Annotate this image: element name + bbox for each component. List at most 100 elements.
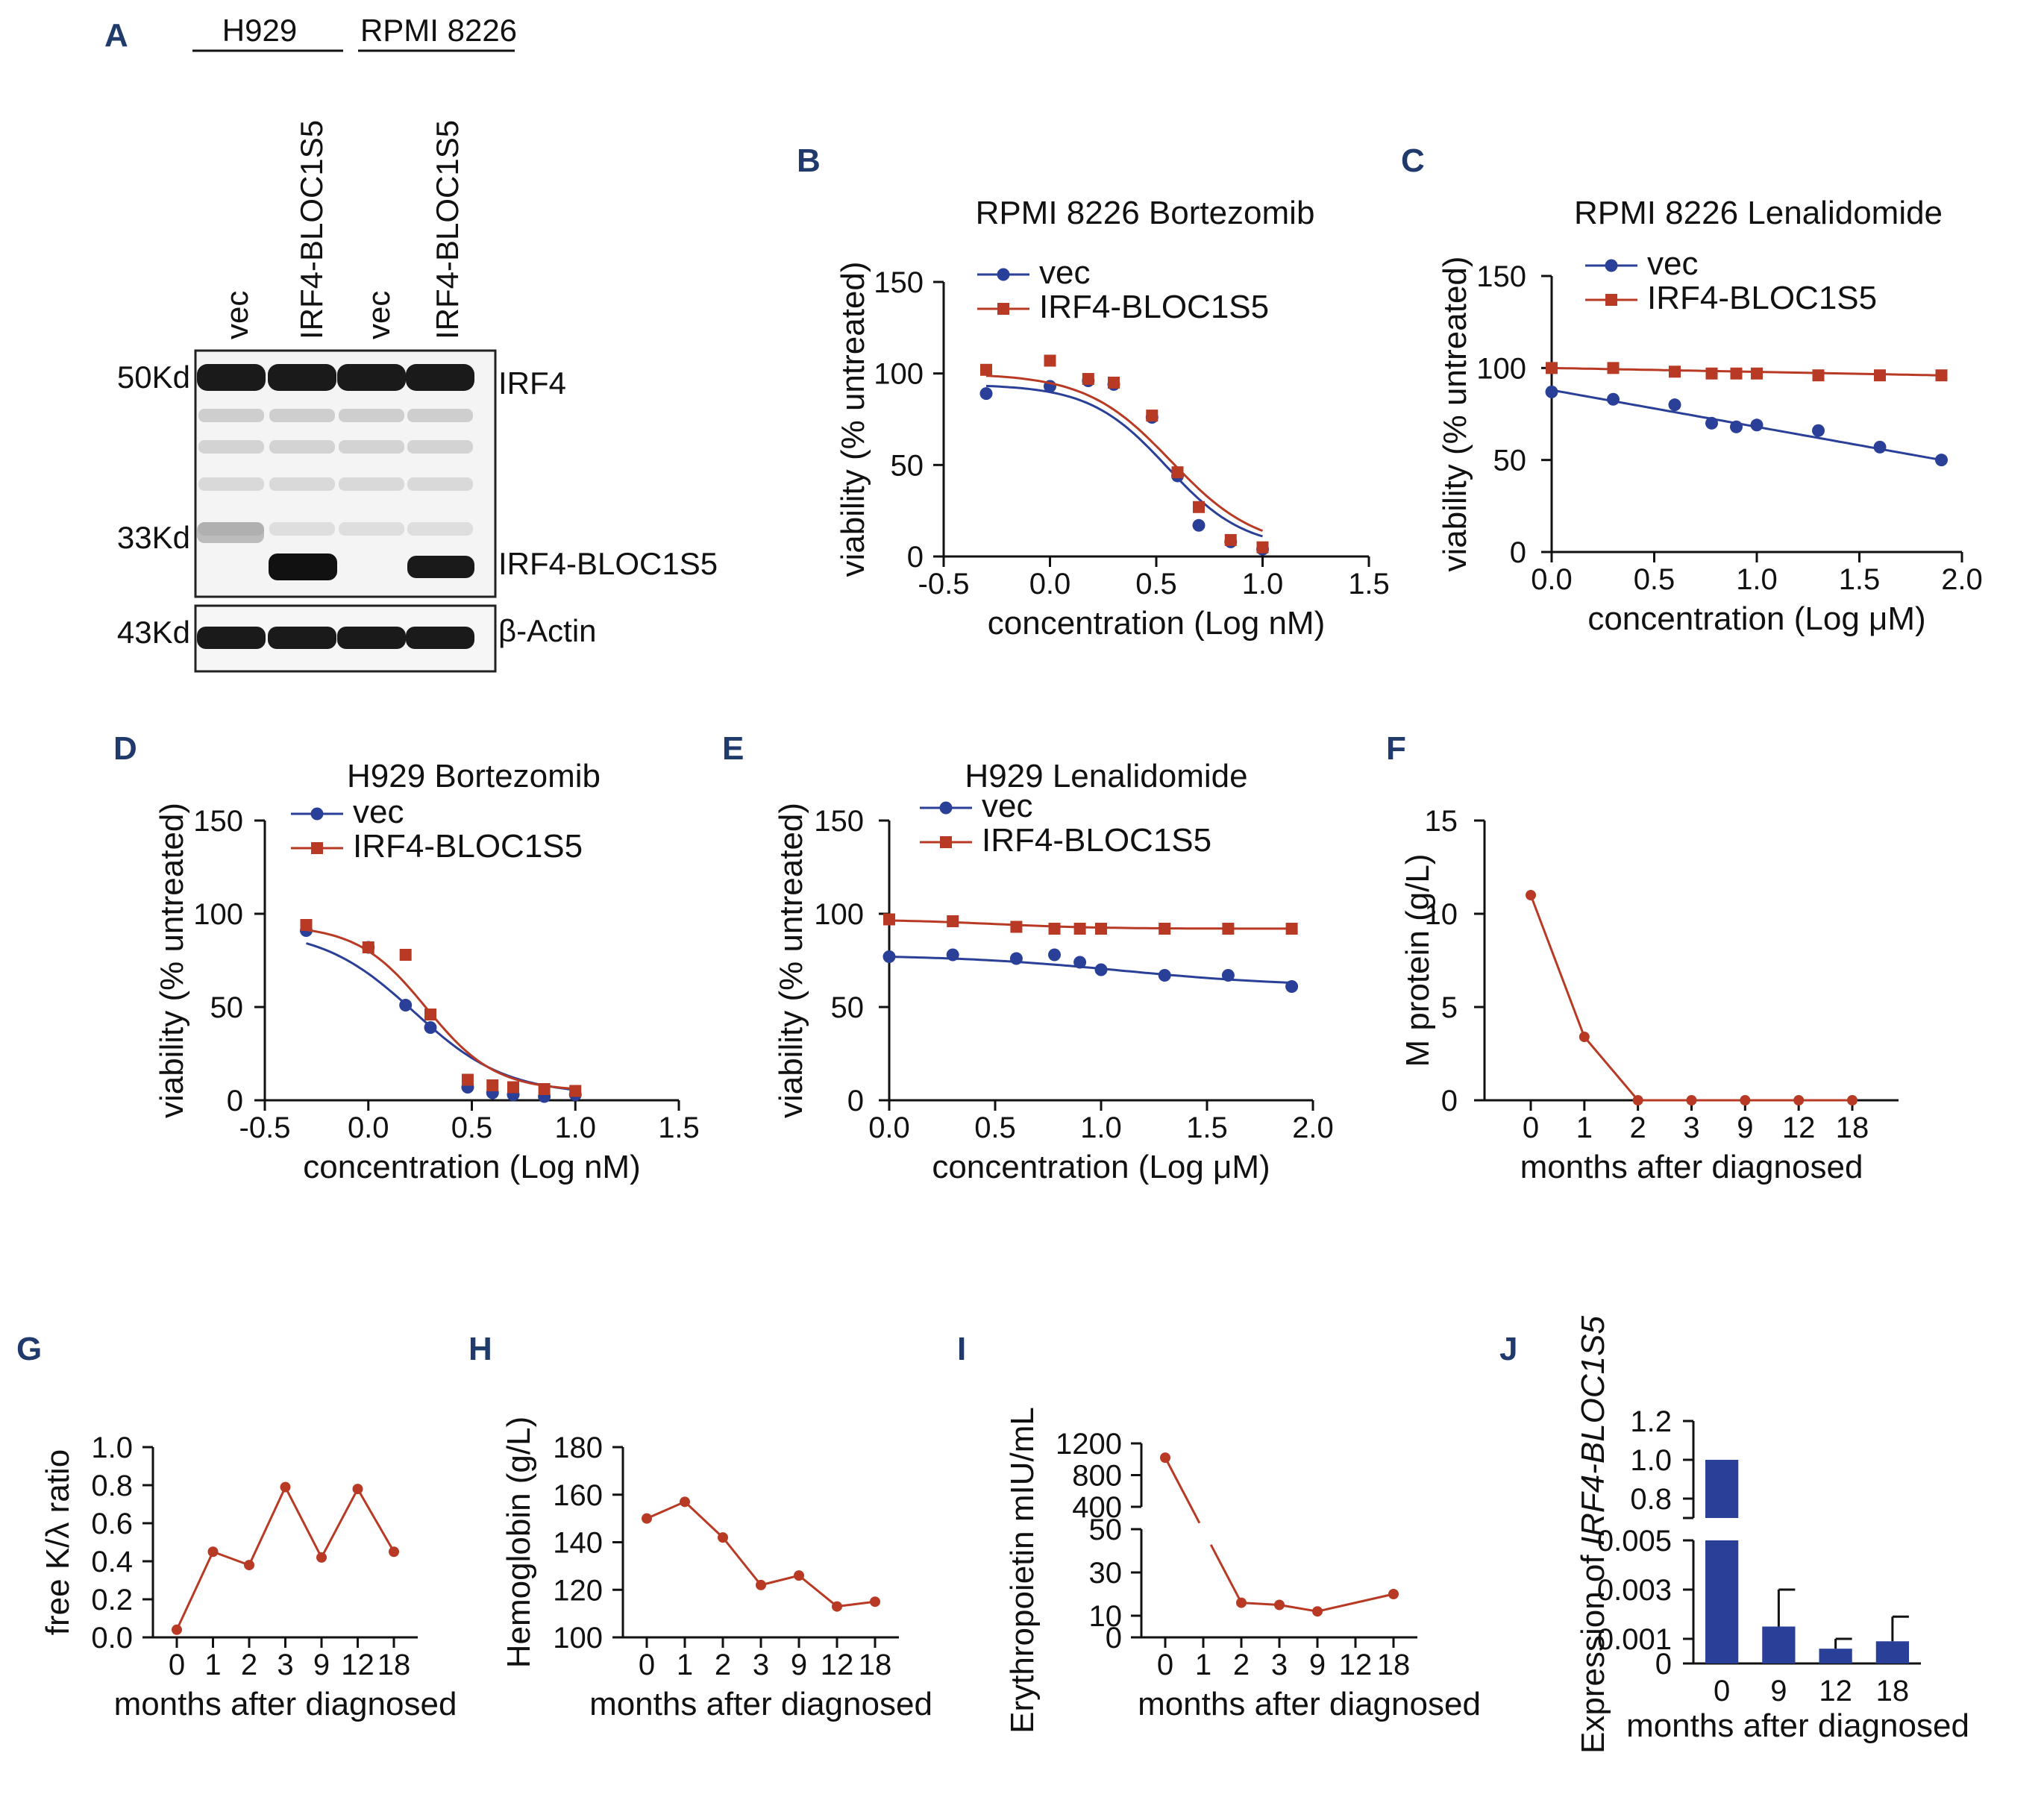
x-tick-label: 2.0 [1941,563,1983,596]
band-nonspecific [197,522,264,543]
band-irf4 [197,364,266,391]
marker-33kd: 33Kd [117,520,190,555]
legend-label: vec [1647,245,1698,282]
y-tick-label: 30 [1089,1557,1123,1590]
x-tick-label: 0.0 [1531,563,1573,596]
series-line [175,1484,395,1631]
panel-letter: H [468,1331,492,1367]
band-nonspecific [198,409,264,422]
x-tick-label: 9 [313,1649,330,1681]
band-nonspecific [269,409,335,422]
data-point [1285,980,1299,993]
bar [1705,1540,1739,1663]
panel-letter: D [113,730,137,767]
y-axis-title: Erythropoietin mIU/mL [1004,1407,1041,1734]
band-nonspecific [339,522,404,536]
band-nonspecific [339,440,404,454]
y-tick-label: 0 [227,1085,243,1117]
y-tick-label: 100 [1476,352,1526,385]
y-axis-title-prefix: Expression of [1575,1546,1611,1754]
x-axis-title: months after diagnosed [1626,1707,1969,1744]
band-nonspecific [407,409,473,422]
y-tick-label: 150 [874,266,924,299]
band-irf4 [337,364,406,391]
data-point [1312,1606,1323,1617]
data-point [870,1596,880,1608]
band-nonspecific [198,522,264,536]
x-tick-label: 2 [715,1649,731,1681]
x-tick-label: 0.5 [1634,563,1675,596]
x-tick-label: -0.5 [918,568,970,600]
panel-letter: B [797,142,821,179]
data-point [1812,369,1825,382]
data-point [1082,373,1094,386]
series-line [1209,1544,1243,1604]
data-point [399,999,413,1012]
x-tick-label: 0.5 [451,1111,493,1144]
chart-title: H929 Bortezomib [347,758,601,794]
data-point [1009,952,1023,965]
y-tick-label: 0.8 [91,1470,133,1502]
x-axis-title: months after diagnosed [114,1686,457,1722]
data-point [1546,362,1558,374]
data-point [883,913,895,926]
data-point [1812,424,1825,437]
data-point [1108,376,1120,389]
panel-letter: C [1401,142,1425,179]
y-axis-title: viability (% untreated) [773,803,809,1118]
y-tick-label: 0.6 [91,1508,133,1540]
x-axis-title: concentration (Log μM) [932,1149,1270,1185]
chart-title: RPMI 8226 Bortezomib [976,195,1315,231]
y-tick-label: 100 [814,898,864,931]
data-point [1935,454,1948,467]
data-point [424,1009,436,1020]
x-tick-label: 1.0 [1242,568,1284,600]
data-point [207,1546,219,1558]
band-irf4-bloc1s5 [407,556,474,578]
y-tick-label: 50 [831,991,865,1024]
band-nonspecific [339,477,404,491]
series-line [646,1500,876,1608]
bar [1819,1649,1852,1663]
data-point [1160,1452,1170,1464]
marker-50kd: 50Kd [117,360,190,395]
band-nonspecific [407,522,473,536]
data-point [1221,969,1235,982]
fit-curve-IRF4-BLOC1S5 [306,929,576,1091]
band-nonspecific [407,440,473,454]
panel-letter-a: A [104,17,128,54]
data-point [1388,1589,1399,1599]
legend-label: vec [353,794,404,830]
band-nonspecific [198,440,264,454]
lane-label: IRF4-BLOC1S5 [294,120,329,339]
x-tick-label: 1 [1195,1649,1211,1681]
chart-title: H929 Lenalidomide [965,758,1247,794]
band-label-irf4: IRF4 [498,366,566,401]
y-tick-label: 0.003 [1597,1574,1672,1607]
legend-label: IRF4-BLOC1S5 [1647,280,1877,316]
x-tick-label: 18 [1377,1649,1411,1681]
band-irf4-bloc1s5 [269,553,337,580]
y-tick-label: 10 [1089,1600,1123,1633]
data-point [832,1601,842,1612]
data-point [1010,920,1023,933]
x-tick-label: 2 [1630,1111,1646,1144]
legend-marker [1605,294,1617,306]
y-tick-label: 0 [1106,1622,1122,1655]
y-axis-title: free K/λ ratio [40,1449,76,1635]
band-actin [197,627,266,649]
data-point [1545,385,1558,398]
y-tick-label: 1.0 [1630,1444,1672,1477]
data-point [1274,1599,1285,1610]
legend-label: IRF4-BLOC1S5 [353,828,583,865]
x-tick-label: 1.5 [1839,563,1881,596]
y-tick-label: 0.8 [1630,1483,1672,1516]
data-point [569,1085,582,1097]
bar [1875,1641,1909,1663]
data-point [794,1570,804,1581]
band-actin [406,627,474,649]
x-tick-label: 1.0 [1080,1111,1122,1144]
y-tick-label: 0 [1441,1085,1458,1117]
x-tick-label: 1.5 [1348,568,1390,600]
x-tick-label: 12 [1819,1675,1852,1707]
